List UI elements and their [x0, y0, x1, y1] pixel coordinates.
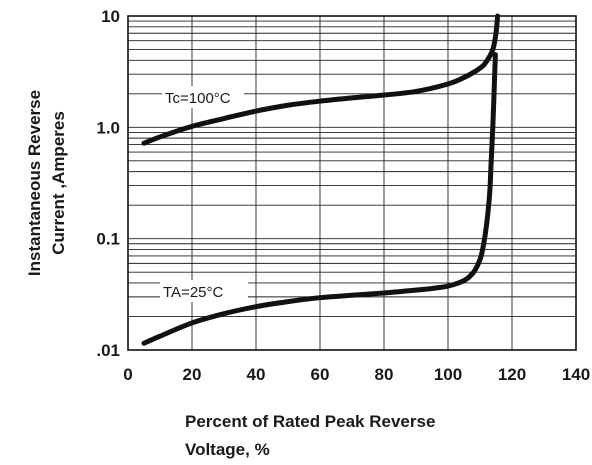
x-axis-ticks: 0 20 40 60 80 100 120 140: [123, 365, 590, 384]
series-label-tc-100: Tc=100°C: [162, 86, 244, 108]
grid: [128, 16, 576, 350]
x-tick-label: 140: [562, 365, 590, 384]
x-tick-label: 80: [375, 365, 394, 384]
x-tick-label: 20: [183, 365, 202, 384]
y-tick-label: 0.1: [96, 230, 120, 249]
y-tick-label: 10: [101, 7, 120, 26]
y-axis-title-line-2: Current ,Amperes: [49, 111, 68, 255]
x-tick-label: 100: [434, 365, 462, 384]
y-tick-label: 1.0: [96, 118, 120, 137]
x-tick-label: 0: [123, 365, 132, 384]
y-tick-label: .01: [96, 341, 120, 360]
x-tick-label: 120: [498, 365, 526, 384]
series-line-1: [141, 52, 498, 346]
plot-area: [141, 13, 501, 346]
series-label-tc-100-text: Tc=100°C: [165, 90, 231, 107]
x-axis-title-line-2: Voltage, %: [185, 440, 270, 459]
y-axis-title-line-1: Instantaneous Reverse: [25, 90, 44, 276]
series-line-0: [141, 13, 501, 146]
plot-frame: [127, 15, 577, 351]
x-axis-title-line-1: Percent of Rated Peak Reverse: [185, 412, 435, 431]
y-axis-ticks: .01 0.1 1.0 10: [96, 7, 120, 360]
x-tick-label: 60: [311, 365, 330, 384]
series-label-ta-25-text: TA=25°C: [163, 284, 223, 301]
y-axis-title: Instantaneous Reverse Current ,Amperes: [25, 90, 68, 276]
series-label-ta-25: TA=25°C: [160, 280, 248, 302]
x-tick-label: 40: [247, 365, 266, 384]
x-axis-title: Percent of Rated Peak Reverse Voltage, %: [185, 412, 435, 459]
